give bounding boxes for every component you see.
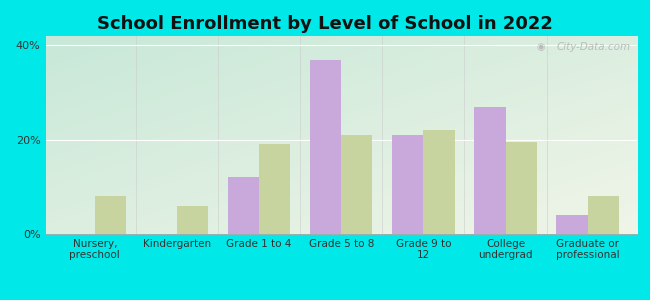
Bar xyxy=(177,206,208,234)
Bar xyxy=(95,196,126,234)
Bar xyxy=(588,196,619,234)
Bar xyxy=(474,107,506,234)
Bar xyxy=(310,60,341,234)
Bar xyxy=(423,130,454,234)
Bar xyxy=(392,135,423,234)
Text: City-Data.com: City-Data.com xyxy=(557,42,631,52)
Bar xyxy=(556,215,588,234)
Bar xyxy=(341,135,372,234)
Bar xyxy=(506,142,537,234)
Bar xyxy=(259,144,291,234)
Text: School Enrollment by Level of School in 2022: School Enrollment by Level of School in … xyxy=(97,15,553,33)
Text: ◉: ◉ xyxy=(537,42,545,52)
Bar xyxy=(228,177,259,234)
